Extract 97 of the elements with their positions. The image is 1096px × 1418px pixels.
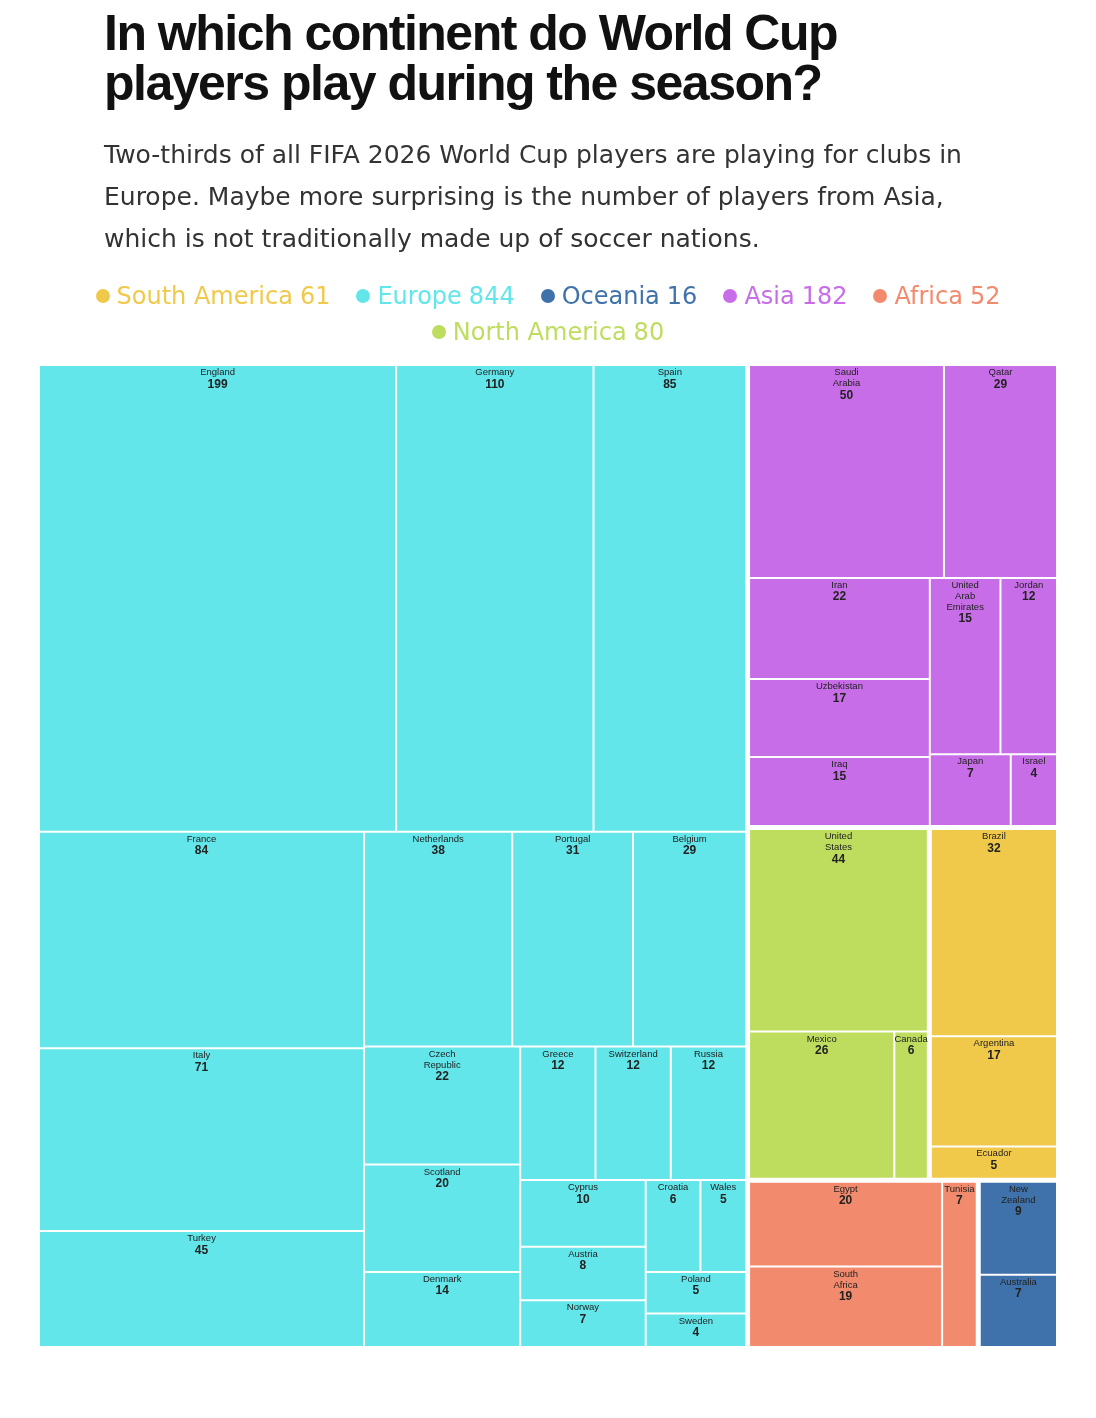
category-label: New Zealand (1001, 1182, 1036, 1205)
category-label: England (200, 366, 235, 377)
category-label: Saudi Arabia (832, 366, 861, 388)
data-label: 199 (207, 376, 228, 391)
text: 80 (633, 318, 665, 346)
data-label: 5 (719, 1191, 727, 1206)
data-label: 84 (194, 843, 209, 858)
category-label: Scotland (423, 1165, 461, 1177)
category-label: Croatia (657, 1181, 690, 1193)
category-label: Brazil (982, 830, 1006, 842)
data-label: 38 (431, 843, 446, 858)
data-label: 12 (626, 1058, 641, 1073)
text: 52 (969, 282, 1001, 310)
legend-label: North America (452, 318, 627, 346)
category-label: Argentina (973, 1037, 1015, 1049)
category-label: Netherlands (412, 832, 465, 844)
legend-label: South America (116, 282, 293, 310)
category-label: France (186, 832, 217, 844)
data-label: 29 (682, 843, 697, 858)
category-label: Jordan (1014, 578, 1044, 590)
category-label: Japan (957, 755, 984, 767)
text: 844 (468, 282, 515, 310)
category-label: Switzerland (608, 1047, 658, 1059)
category-label: Norway (566, 1301, 600, 1313)
legend-label: Africa (894, 282, 963, 310)
category-label: Belgium (672, 832, 707, 844)
category-label: Sweden (678, 1314, 714, 1326)
data-label: 9 (1015, 1204, 1023, 1219)
category-label: Austria (568, 1247, 599, 1259)
category-label: Ecuador (976, 1147, 1012, 1159)
category-label: Qatar (988, 366, 1013, 377)
data-label: 7 (956, 1193, 964, 1208)
legend-label: Europe (377, 282, 462, 310)
data-label: 8 (579, 1258, 587, 1273)
category-label: Russia (693, 1047, 724, 1059)
data-label: 15 (958, 611, 973, 626)
legend-label: Oceania (561, 282, 660, 310)
data-label: 50 (839, 387, 854, 402)
category-label: Iraq (831, 758, 848, 770)
category-label: Spain (657, 366, 682, 377)
data-label: 12 (551, 1058, 565, 1073)
data-label: 44 (831, 851, 846, 866)
category-label: Mexico (806, 1032, 837, 1044)
text: Two-thirds of all FIFA 2026 World Cup players are playing for clubs in Europe. Maybe more surprising is the number of players from Asia, which is not traditionally made up of soccer nations. (104, 139, 963, 255)
category-label: Iran (831, 578, 848, 590)
category-label: Cyprus (567, 1181, 599, 1193)
data-label: 17 (832, 690, 847, 705)
data-label: 5 (990, 1157, 998, 1172)
category-label: United States (824, 830, 853, 853)
data-label: 7 (1015, 1286, 1023, 1301)
category-label: Greece (542, 1047, 574, 1059)
data-label: 14 (435, 1283, 450, 1298)
category-label: Egypt (833, 1182, 859, 1194)
text: 61 (299, 282, 331, 310)
category-label: United Arab Emirates (946, 578, 985, 612)
data-label: 32 (987, 840, 1001, 855)
category-label: Czech Republic (423, 1047, 461, 1070)
data-label: 26 (815, 1043, 829, 1057)
data-label: 20 (435, 1176, 450, 1191)
legend-label: Asia (744, 282, 795, 310)
text: 16 (666, 282, 698, 310)
data-label: 7 (579, 1311, 587, 1326)
data-label: 45 (194, 1242, 209, 1257)
category-label: Turkey (187, 1232, 217, 1244)
data-label: 22 (832, 589, 847, 604)
data-label: 17 (987, 1047, 1001, 1062)
category-label: South Africa (833, 1267, 859, 1290)
data-label: 12 (1022, 589, 1036, 604)
data-label: 31 (565, 843, 580, 858)
category-label: Australia (999, 1275, 1038, 1287)
data-label: 20 (838, 1193, 853, 1208)
data-label: 22 (435, 1069, 450, 1084)
data-label: 6 (669, 1191, 677, 1206)
category-label: Italy (192, 1049, 211, 1061)
category-label: Israel (1022, 755, 1046, 767)
data-label: 71 (194, 1059, 209, 1074)
text: In which continent do World Cup players play during the season? (104, 5, 839, 111)
category-label: Wales (710, 1181, 737, 1193)
data-label: 5 (692, 1283, 700, 1298)
category-label: Denmark (422, 1272, 462, 1284)
data-label: 10 (576, 1191, 590, 1206)
data-label: 85 (663, 376, 677, 391)
data-label: 7 (966, 765, 974, 780)
category-label: Germany (475, 366, 515, 377)
data-label: 6 (907, 1043, 915, 1057)
category-label: Portugal (554, 832, 591, 844)
data-label: 15 (832, 768, 847, 783)
category-label: Uzbekistan (815, 680, 863, 692)
data-label: 19 (838, 1289, 853, 1303)
data-label: 4 (1030, 765, 1038, 780)
data-label: 110 (485, 376, 505, 391)
data-label: 4 (692, 1325, 700, 1340)
category-label: Tunisia (944, 1182, 976, 1194)
data-label: 29 (993, 376, 1008, 391)
text: 182 (801, 282, 848, 310)
data-label: 12 (701, 1058, 716, 1073)
category-label: Poland (681, 1272, 711, 1284)
